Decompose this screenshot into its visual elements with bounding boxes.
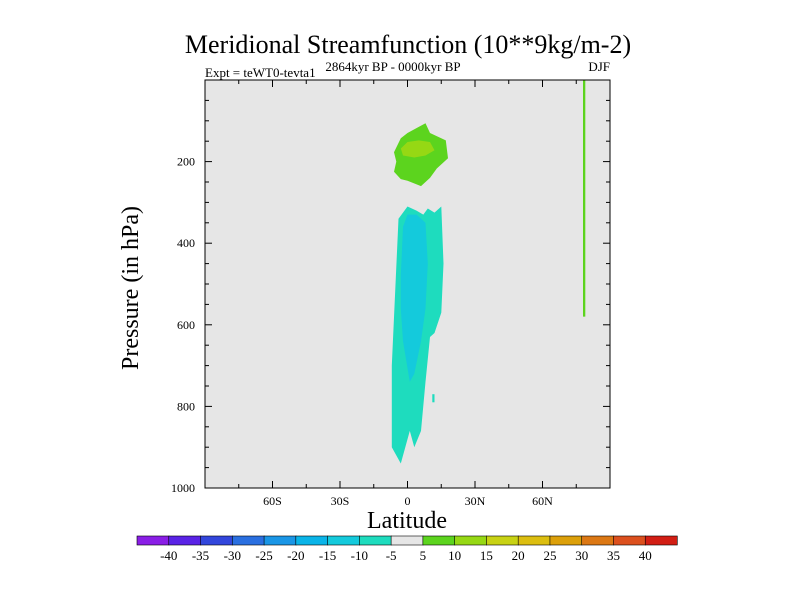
colorbar-swatch bbox=[581, 535, 615, 546]
colorbar-label: -15 bbox=[319, 548, 336, 563]
contour-region-tropical-negative-speck bbox=[432, 394, 435, 403]
y-axis-label: Pressure (in hPa) bbox=[118, 206, 144, 370]
y-tick-label: 200 bbox=[177, 155, 195, 169]
colorbar-swatch bbox=[263, 535, 297, 546]
colorbar-label: 20 bbox=[512, 548, 525, 563]
colorbar-label: -25 bbox=[255, 548, 272, 563]
y-tick-label: 600 bbox=[177, 318, 195, 332]
colorbar-swatch bbox=[422, 535, 456, 546]
colorbar-label: 25 bbox=[543, 548, 556, 563]
y-tick-label: 800 bbox=[177, 399, 195, 413]
y-tick-label: 400 bbox=[177, 236, 195, 250]
x-tick-label: 0 bbox=[405, 494, 411, 508]
colorbar-label: 15 bbox=[480, 548, 493, 563]
colorbar-label: -5 bbox=[386, 548, 397, 563]
colorbar-swatch bbox=[454, 535, 488, 546]
colorbar-label: -35 bbox=[192, 548, 209, 563]
colorbar-swatch bbox=[200, 535, 233, 546]
x-axis: 60S 30S 0 30N 60N bbox=[238, 80, 577, 508]
colorbar-swatch bbox=[613, 535, 646, 546]
colorbar-swatch bbox=[136, 535, 170, 546]
x-tick-label: 30N bbox=[465, 494, 486, 508]
season-label: DJF bbox=[588, 59, 610, 74]
colorbar-swatch bbox=[327, 535, 360, 546]
colorbar-label: 10 bbox=[448, 548, 461, 563]
colorbar-swatch bbox=[549, 535, 583, 546]
contour-regions bbox=[391, 80, 586, 464]
colorbar-label: -30 bbox=[224, 548, 241, 563]
y-axis: 200 400 600 800 1000 bbox=[171, 99, 610, 495]
colorbar-swatch bbox=[231, 535, 265, 546]
colorbar-label: 5 bbox=[420, 548, 427, 563]
colorbar-swatch bbox=[486, 535, 519, 546]
x-tick-label: 30S bbox=[331, 494, 350, 508]
contour-region-high-latitude-positive-strip bbox=[583, 80, 586, 317]
colorbar-label: 30 bbox=[575, 548, 588, 563]
colorbar-swatch bbox=[644, 535, 678, 546]
colorbar-label: -20 bbox=[287, 548, 304, 563]
chart-title: Meridional Streamfunction (10**9kg/m-2) bbox=[185, 30, 631, 59]
contour-region-tropical-negative-inner bbox=[400, 214, 428, 382]
colorbar-swatch bbox=[295, 535, 329, 546]
colorbar-swatch bbox=[359, 535, 392, 546]
colorbar-label: 35 bbox=[607, 548, 620, 563]
colorbar-label: 40 bbox=[639, 548, 652, 563]
colorbar: -40 -35 -30 -25 -20 -15 -10 -5 5 10 15 20 25 30 35 40 bbox=[136, 535, 678, 563]
colorbar-label: -10 bbox=[351, 548, 368, 563]
y-tick-label: 1000 bbox=[171, 481, 195, 495]
contour-region-tropical-upper-positive-inner bbox=[400, 140, 435, 158]
x-tick-label: 60S bbox=[263, 494, 282, 508]
period-label: 2864kyr BP - 0000kyr BP bbox=[325, 59, 460, 74]
x-tick-label: 60N bbox=[532, 494, 553, 508]
colorbar-swatch bbox=[390, 535, 424, 546]
x-axis-label: Latitude bbox=[367, 508, 447, 534]
experiment-label: Expt = teWT0-tevta1 bbox=[205, 65, 316, 80]
colorbar-swatch bbox=[168, 535, 202, 546]
colorbar-label: -40 bbox=[160, 548, 177, 563]
colorbar-swatch bbox=[517, 535, 551, 546]
